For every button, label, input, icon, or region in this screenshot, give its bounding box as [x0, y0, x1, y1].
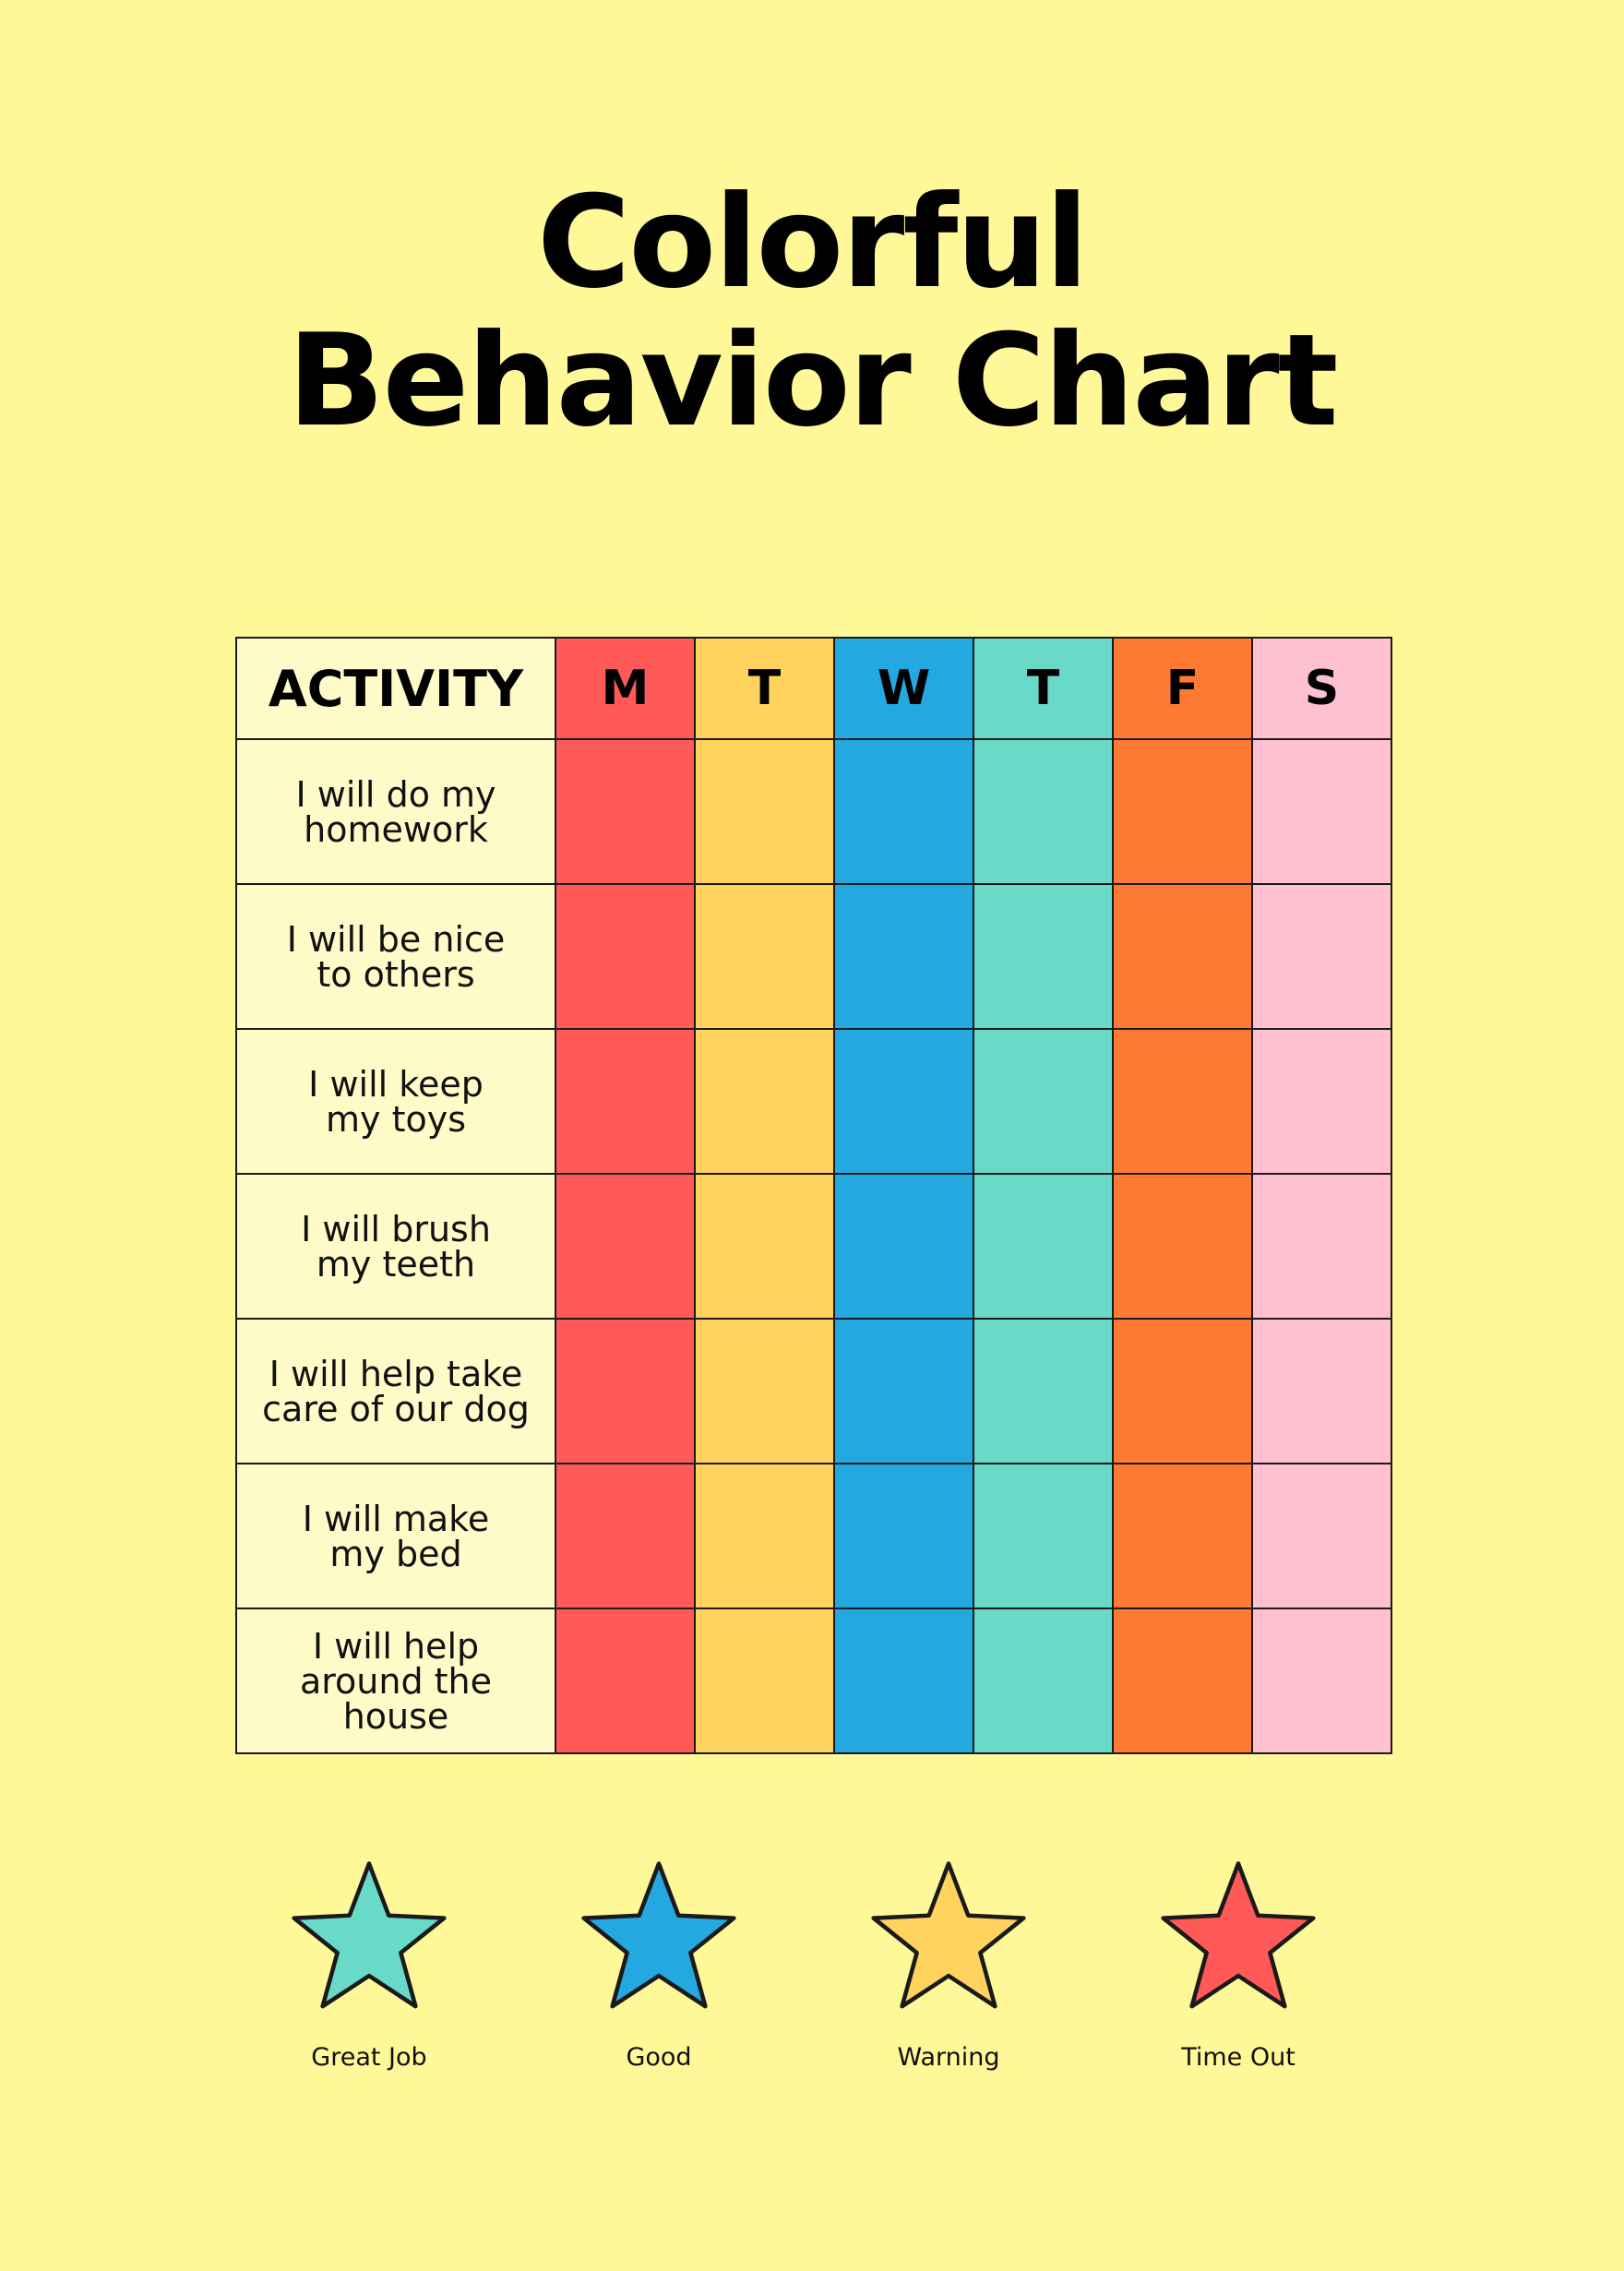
activity-cell: I will help take care of our dog [235, 1318, 556, 1464]
day-cell[interactable] [555, 1173, 696, 1320]
day-cell[interactable] [1112, 738, 1253, 885]
day-cell[interactable] [555, 738, 696, 885]
day-header-thursday: T [973, 637, 1114, 740]
day-cell[interactable] [1112, 1463, 1253, 1609]
day-cell[interactable] [973, 1608, 1114, 1754]
activity-label: I will help around the house [299, 1625, 493, 1737]
star-icon [1161, 1861, 1316, 2009]
day-cell[interactable] [833, 1318, 974, 1464]
day-header-wednesday: W [833, 637, 974, 740]
star-icon [581, 1861, 736, 2009]
legend-label: Warning [897, 2043, 1000, 2072]
day-header-saturday: S [1251, 637, 1392, 740]
day-cell[interactable] [555, 883, 696, 1030]
activity-cell: I will keep my toys [235, 1028, 556, 1175]
activity-column-header: ACTIVITY [235, 637, 556, 740]
activity-cell: I will help around the house [235, 1608, 556, 1754]
day-cell[interactable] [833, 1028, 974, 1175]
day-cell[interactable] [694, 1173, 835, 1320]
table-row: I will do my homework [235, 738, 1392, 885]
day-cell[interactable] [555, 1463, 696, 1609]
day-cell[interactable] [694, 1028, 835, 1175]
day-cell[interactable] [1251, 1028, 1392, 1175]
legend-label: Great Job [311, 2043, 427, 2072]
day-cell[interactable] [973, 738, 1114, 885]
day-cell[interactable] [694, 1608, 835, 1754]
day-cell[interactable] [555, 1608, 696, 1754]
day-cell[interactable] [694, 1463, 835, 1609]
legend-item-great-job: Great Job [231, 1855, 508, 2072]
day-header-tuesday: T [694, 637, 835, 740]
activity-label: I will brush my teeth [301, 1208, 491, 1285]
page-title: Colorful Behavior Chart [0, 173, 1624, 450]
legend-label: Good [626, 2043, 692, 2072]
day-cell[interactable] [833, 883, 974, 1030]
activity-label: I will do my homework [295, 773, 496, 850]
day-header-friday: F [1112, 637, 1253, 740]
behavior-chart-table: ACTIVITY M T W T F S I will do my homewo… [235, 637, 1392, 1754]
activity-cell: I will do my homework [235, 738, 556, 885]
day-header-monday: M [555, 637, 696, 740]
activity-cell: I will make my bed [235, 1463, 556, 1609]
day-cell[interactable] [973, 1028, 1114, 1175]
activity-label: I will make my bed [302, 1498, 490, 1574]
day-cell[interactable] [1251, 883, 1392, 1030]
day-cell[interactable] [973, 1463, 1114, 1609]
day-cell[interactable] [833, 1173, 974, 1320]
activity-label: I will be nice to others [286, 918, 506, 995]
table-row: I will help around the house [235, 1608, 1392, 1754]
day-cell[interactable] [1251, 1173, 1392, 1320]
day-cell[interactable] [973, 1173, 1114, 1320]
day-cell[interactable] [694, 1318, 835, 1464]
activity-label: I will help take care of our dog [262, 1353, 530, 1429]
star-icon [871, 1861, 1026, 2009]
activity-cell: I will brush my teeth [235, 1173, 556, 1320]
day-cell[interactable] [1251, 1608, 1392, 1754]
day-cell[interactable] [1251, 1463, 1392, 1609]
activity-cell: I will be nice to others [235, 883, 556, 1030]
day-cell[interactable] [833, 1608, 974, 1754]
day-cell[interactable] [833, 1463, 974, 1609]
day-cell[interactable] [1112, 883, 1253, 1030]
day-cell[interactable] [1112, 1028, 1253, 1175]
day-cell[interactable] [1251, 738, 1392, 885]
day-cell[interactable] [1112, 1173, 1253, 1320]
day-cell[interactable] [1112, 1608, 1253, 1754]
title-line-1: Colorful [537, 168, 1089, 317]
legend-item-good: Good [520, 1855, 797, 2072]
star-icon [292, 1861, 447, 2009]
day-cell[interactable] [555, 1028, 696, 1175]
day-cell[interactable] [1251, 1318, 1392, 1464]
day-cell[interactable] [694, 738, 835, 885]
legend: Great Job Good Warning Time Out [0, 1855, 1624, 2095]
legend-item-time-out: Time Out [1100, 1855, 1377, 2072]
table-row: I will help take care of our dog [235, 1318, 1392, 1464]
activity-label: I will keep my toys [308, 1063, 484, 1140]
day-cell[interactable] [694, 883, 835, 1030]
table-row: I will be nice to others [235, 883, 1392, 1030]
legend-label: Time Out [1181, 2043, 1296, 2072]
day-cell[interactable] [833, 738, 974, 885]
day-cell[interactable] [973, 1318, 1114, 1464]
day-cell[interactable] [973, 883, 1114, 1030]
table-row: I will brush my teeth [235, 1173, 1392, 1320]
title-line-2: Behavior Chart [287, 306, 1339, 455]
legend-item-warning: Warning [810, 1855, 1087, 2072]
day-cell[interactable] [1112, 1318, 1253, 1464]
day-cell[interactable] [555, 1318, 696, 1464]
header-row: ACTIVITY M T W T F S [235, 637, 1392, 740]
table-row: I will make my bed [235, 1463, 1392, 1609]
table-row: I will keep my toys [235, 1028, 1392, 1175]
